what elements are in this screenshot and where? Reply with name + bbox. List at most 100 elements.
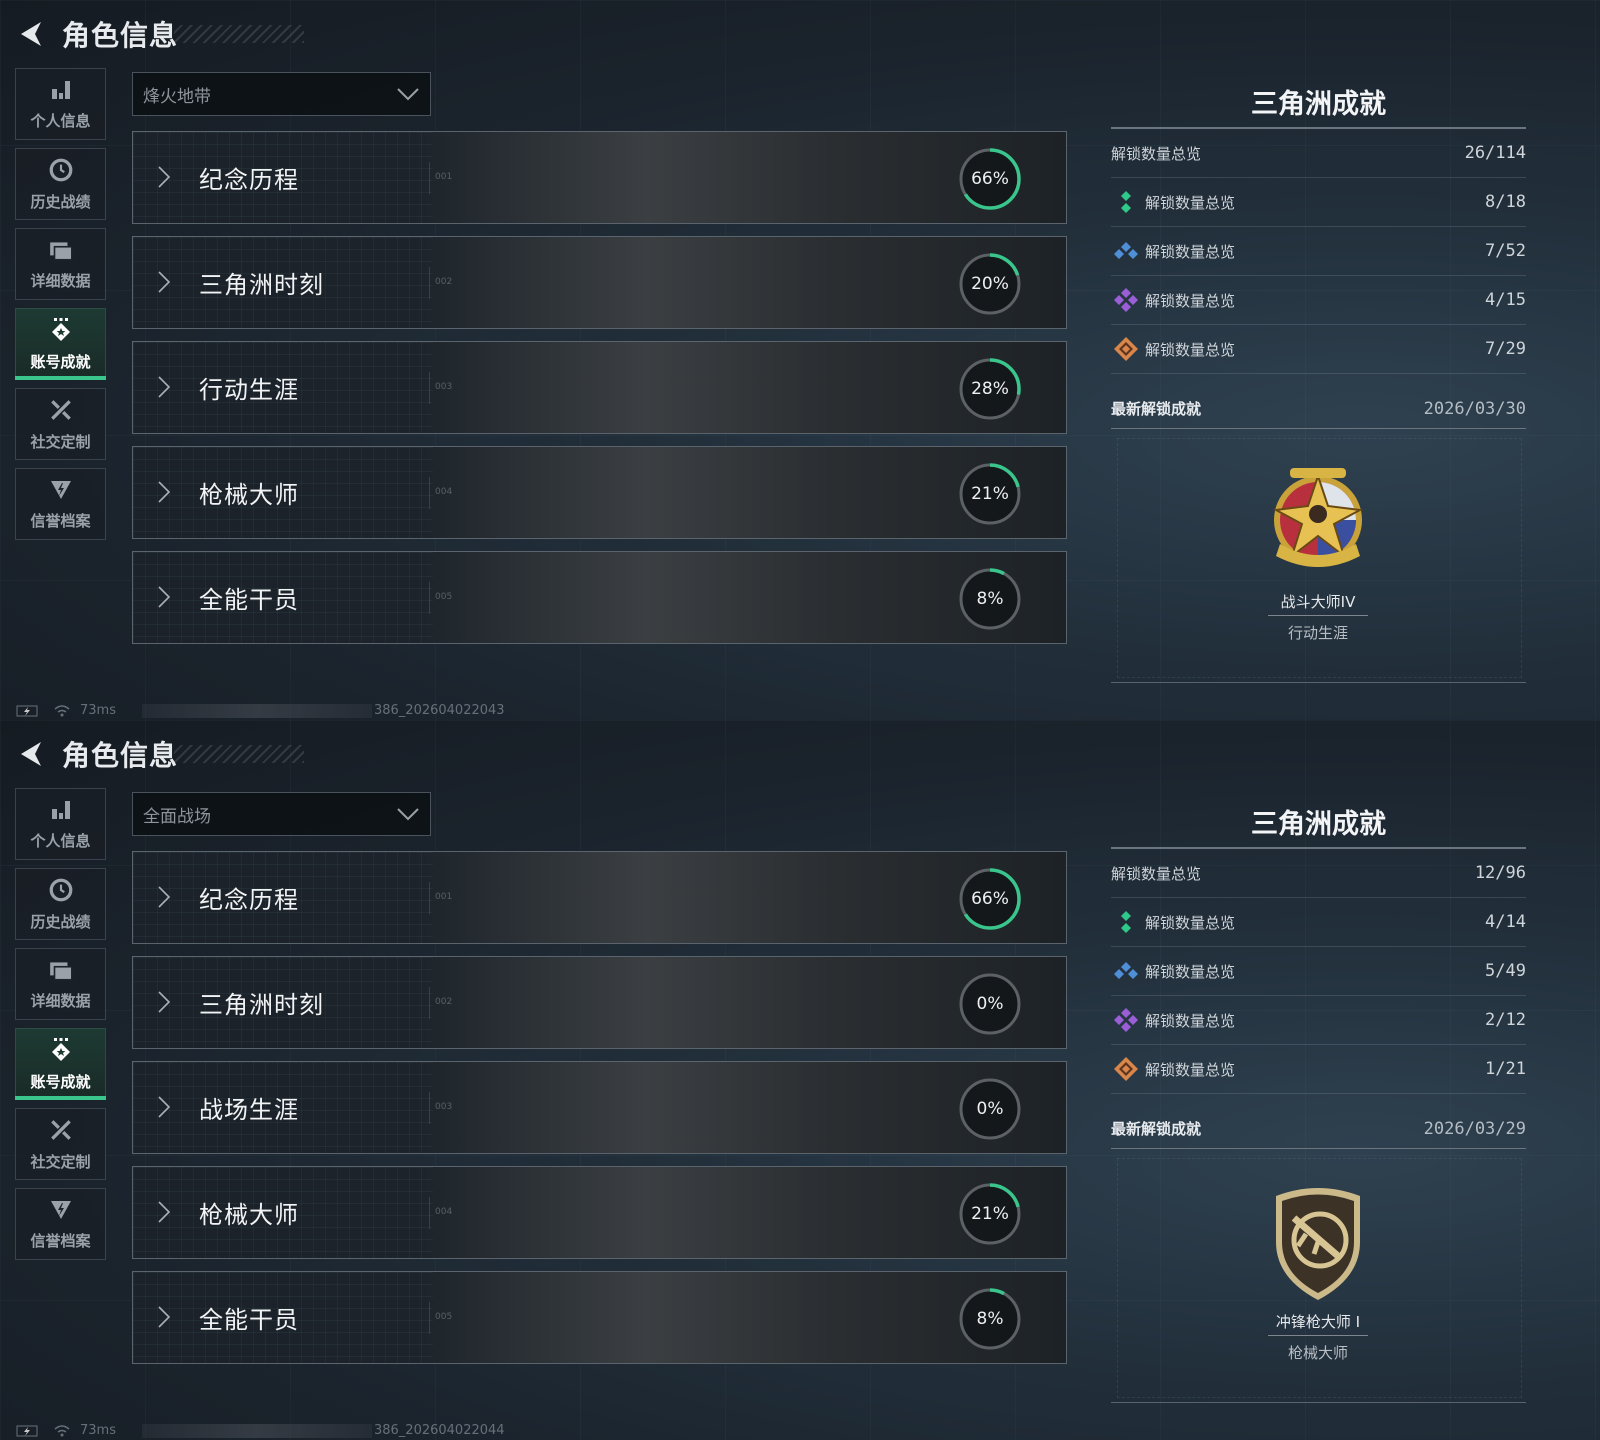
tier-value: 1/21 [1485,1059,1526,1079]
achievement-category-card[interactable]: 三角洲时刻 002 20% [132,236,1067,329]
orange-tier-icon [1113,1056,1139,1082]
back-arrow-icon[interactable] [16,737,46,771]
achievements-title: 三角洲成就 [1251,89,1386,120]
progress-arc [959,868,1021,930]
sidebar-item-label: 历史战绩 [30,192,91,211]
shield-lightning-icon [49,478,73,506]
progress-arc [959,358,1021,420]
sidebar-item-4[interactable]: 社交定制 [15,388,106,460]
achievement-category-card[interactable]: 全能干员 005 8% [132,1271,1067,1364]
category-number: 001 [435,172,453,182]
bar-chart-icon [49,78,73,106]
sidebar-item-0[interactable]: 个人信息 [15,788,106,860]
page-title: 角色信息 [62,739,179,772]
summary-row: 解锁数量总览 12/96 [1111,849,1526,898]
progress-percent: 8% [976,1309,1004,1329]
sidebar-item-1[interactable]: 历史战绩 [15,148,106,220]
achievement-category-card[interactable]: 纪念历程 001 66% [132,851,1067,944]
tier-value: 7/29 [1485,339,1526,359]
blue-tier-icon [1113,238,1139,264]
folder-icon [48,238,74,266]
summary-row: 解锁数量总览 26/114 [1111,129,1526,178]
progress-percent: 66% [971,889,1009,909]
chevron-right-icon [158,166,171,188]
chevron-right-icon [158,1096,171,1118]
summary-value: 12/96 [1474,863,1526,883]
tools-icon [48,397,74,427]
chevron-right-icon [158,481,171,503]
tier-label: 解锁数量总览 [1145,291,1236,310]
wifi-icon [54,704,70,716]
progress-ring: 28% [957,356,1023,422]
chevron-right-icon [158,271,171,293]
sidebar-item-3[interactable]: 账号成就 [15,308,106,380]
blue-tier-icon [1113,958,1139,984]
green-tier-icon [1113,909,1139,935]
progress-ring: 8% [957,566,1023,632]
star-medal-icon[interactable] [1268,462,1368,582]
progress-percent: 21% [971,484,1009,504]
category-name: 枪械大师 [199,481,299,509]
tier-row: 解锁数量总览 5/49 [1111,947,1526,996]
progress-ring: 0% [957,971,1023,1037]
status-bar: 73ms 386_202604022044 [16,1423,505,1438]
progress-arc [959,148,1021,210]
achievement-category-card[interactable]: 枪械大师 004 21% [132,1166,1067,1259]
chevron-down-icon [397,808,419,821]
sidebar-item-label: 详细数据 [30,991,91,1010]
smg-shield-icon[interactable] [1268,1182,1368,1302]
category-name: 枪械大师 [199,1201,299,1229]
back-arrow-icon[interactable] [16,17,46,51]
sidebar-item-label: 个人信息 [30,111,91,130]
achievement-category-card[interactable]: 行动生涯 003 28% [132,341,1067,434]
sidebar-item-1[interactable]: 历史战绩 [15,868,106,940]
sidebar-item-2[interactable]: 详细数据 [15,228,106,300]
clock-history-icon [48,157,74,187]
tier-value: 4/15 [1485,290,1526,310]
progress-percent: 20% [971,274,1009,294]
sidebar-item-3[interactable]: 账号成就 [15,1028,106,1100]
progress-percent: 0% [976,1099,1004,1119]
category-number: 002 [435,997,453,1007]
progress-ring: 21% [957,1181,1023,1247]
build-id: 386_202604022043 [373,703,505,718]
sidebar-item-2[interactable]: 详细数据 [15,948,106,1020]
chevron-down-icon [397,88,419,101]
category-name: 三角洲时刻 [199,271,324,299]
progress-arc [959,253,1021,315]
achievement-category-card[interactable]: 战场生涯 003 0% [132,1061,1067,1154]
tier-label: 解锁数量总览 [1145,1060,1236,1079]
tier-label: 解锁数量总览 [1145,242,1236,261]
sidebar-item-label: 信誉档案 [30,1231,91,1250]
tier-value: 8/18 [1485,192,1526,212]
purple-tier-icon [1113,287,1139,313]
achievements-title: 三角洲成就 [1251,809,1386,840]
achievement-category-card[interactable]: 全能干员 005 8% [132,551,1067,644]
sidebar-item-label: 信誉档案 [30,511,91,530]
sidebar-item-0[interactable]: 个人信息 [15,68,106,140]
achievement-category-card[interactable]: 枪械大师 004 21% [132,446,1067,539]
category-number: 004 [435,1207,453,1217]
progress-ring: 8% [957,1286,1023,1352]
mode-dropdown[interactable]: 烽火地带 [132,72,431,116]
category-name: 纪念历程 [199,166,299,194]
achievement-category-card[interactable]: 三角洲时刻 002 0% [132,956,1067,1049]
latest-unlock-header: 最新解锁成就 2026/03/30 [1111,398,1526,419]
title-decoration [174,745,305,763]
build-id: 386_202604022044 [373,1423,505,1438]
sidebar-item-label: 账号成就 [30,352,91,371]
sidebar-item-5[interactable]: 信誉档案 [15,1188,106,1260]
achievement-category-card[interactable]: 纪念历程 001 66% [132,131,1067,224]
mode-dropdown[interactable]: 全面战场 [132,792,431,836]
sidebar-item-4[interactable]: 社交定制 [15,1108,106,1180]
chevron-right-icon [158,586,171,608]
header: 角色信息 [16,734,305,774]
page-title: 角色信息 [62,19,179,52]
wifi-icon [54,1424,70,1436]
sidebar-item-5[interactable]: 信誉档案 [15,468,106,540]
purple-tier-icon [1113,1007,1139,1033]
category-number: 004 [435,487,453,497]
sidebar-item-label: 社交定制 [30,1152,91,1171]
tier-label: 解锁数量总览 [1145,340,1236,359]
latest-date: 2026/03/29 [1423,1118,1526,1139]
